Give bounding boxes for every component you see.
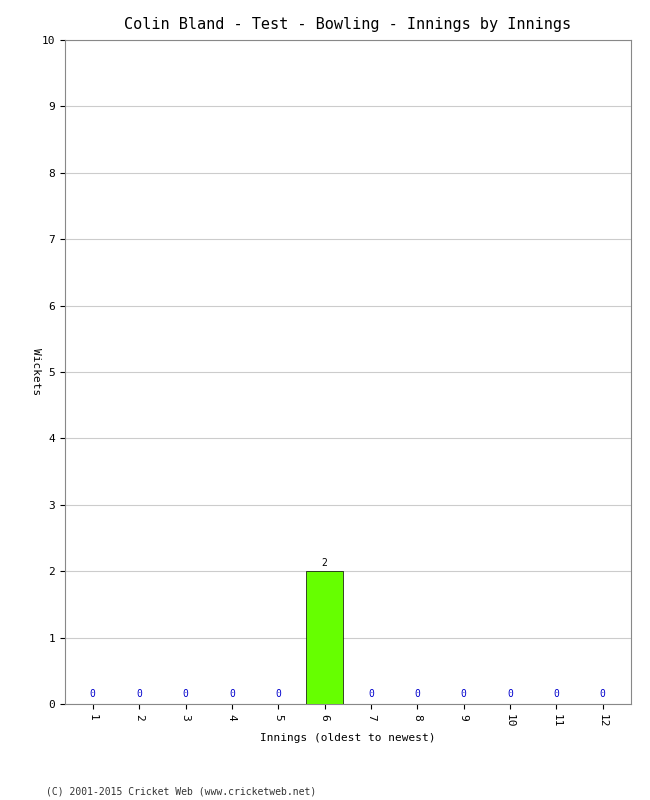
Title: Colin Bland - Test - Bowling - Innings by Innings: Colin Bland - Test - Bowling - Innings b… [124, 17, 571, 32]
Text: 0: 0 [136, 689, 142, 698]
Text: 0: 0 [600, 689, 606, 698]
Text: 0: 0 [229, 689, 235, 698]
Text: 0: 0 [90, 689, 96, 698]
Text: 0: 0 [183, 689, 188, 698]
Text: 0: 0 [276, 689, 281, 698]
Text: 0: 0 [461, 689, 467, 698]
Text: 0: 0 [507, 689, 513, 698]
Text: 0: 0 [368, 689, 374, 698]
Text: 2: 2 [322, 558, 328, 568]
X-axis label: Innings (oldest to newest): Innings (oldest to newest) [260, 733, 436, 742]
Bar [306, 571, 343, 704]
Y-axis label: Wickets: Wickets [31, 348, 41, 396]
Text: (C) 2001-2015 Cricket Web (www.cricketweb.net): (C) 2001-2015 Cricket Web (www.cricketwe… [46, 786, 316, 796]
Text: 0: 0 [553, 689, 559, 698]
Text: 0: 0 [414, 689, 420, 698]
